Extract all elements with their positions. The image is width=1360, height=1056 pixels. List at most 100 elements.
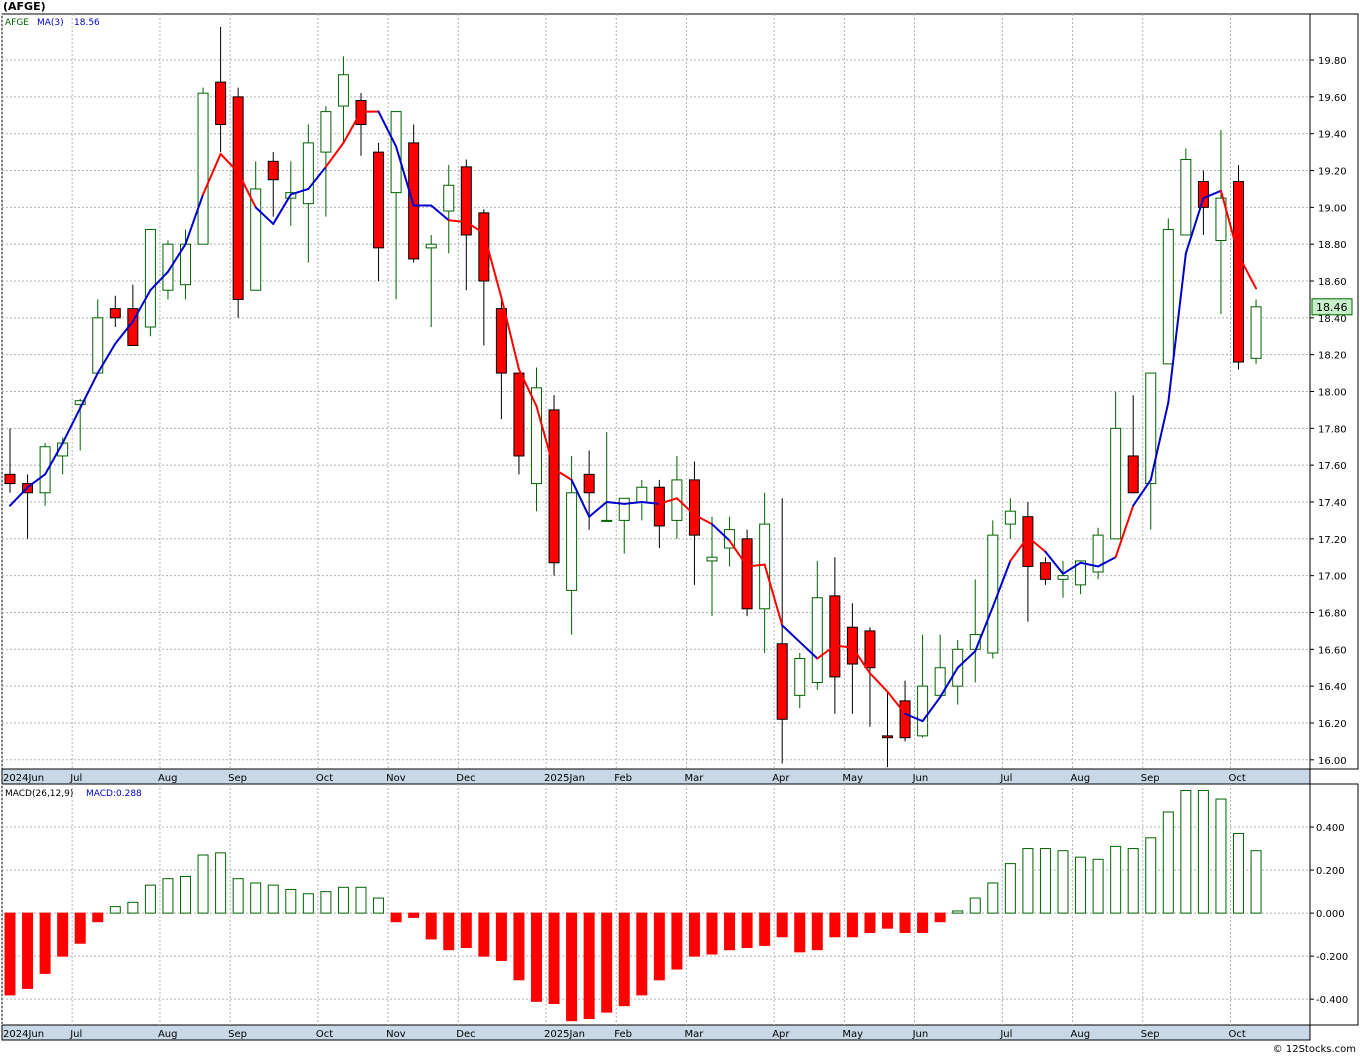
ma-line-segment: [26, 473, 47, 489]
ma-line-segment: [798, 640, 819, 660]
macd-bar-positive: [1022, 848, 1034, 914]
price-y-tick-label: 16.40: [1318, 682, 1347, 693]
macd-bar-positive: [1180, 789, 1192, 914]
credit-text: © 12Stocks.com: [1272, 1044, 1356, 1055]
macd-bar-positive: [1215, 798, 1227, 914]
candle-up: [92, 317, 104, 374]
candle-down: [653, 486, 665, 527]
price-x-axis-band: [1, 768, 1311, 785]
price-panel: 16.00 16.20 16.40 16.60 16.80 17.00 17.20 17.40…: [1, 13, 1359, 785]
price-y-tick-label: 19.20: [1318, 167, 1347, 178]
candle-down: [864, 630, 876, 669]
candle-down: [267, 160, 279, 181]
candle-down: [4, 473, 16, 485]
ma-line-segment: [570, 478, 591, 518]
candle-up: [337, 74, 349, 107]
ma-line-segment: [1219, 189, 1240, 257]
macd-x-tick-label: Aug: [1071, 1029, 1091, 1040]
macd-x-axis-band: [1, 1024, 1311, 1041]
macd-bar-negative: [794, 912, 806, 953]
candle-up: [724, 529, 736, 549]
macd-bar-negative: [934, 912, 946, 923]
macd-bar-positive: [1057, 850, 1069, 914]
price-y-tick-label: 17.20: [1318, 535, 1347, 546]
price-x-tick-label: Jul: [999, 773, 1012, 784]
ma-line-segment: [588, 500, 608, 518]
legend-symbol: AFGE: [5, 18, 29, 28]
ma-line-segment: [1149, 401, 1170, 481]
ma-line-segment: [149, 270, 169, 292]
macd-legend-label: MACD(26,12,9): [5, 789, 73, 799]
legend-ma-value: 18.56: [74, 18, 100, 28]
macd-x-tick-label: Jun: [912, 1029, 929, 1040]
macd-y-tick-label: -0.400: [1316, 995, 1348, 1006]
ma-line-segment: [816, 644, 836, 660]
ma-line-segment: [974, 605, 994, 653]
macd-bar-negative: [408, 912, 420, 918]
price-x-tick-label: Sep: [1141, 773, 1160, 784]
ma-line-segment: [254, 206, 275, 225]
macd-bar-negative: [776, 912, 788, 938]
ma-line-segment: [289, 187, 310, 196]
macd-bar-positive: [1162, 811, 1174, 914]
ma-line-segment: [746, 563, 766, 568]
macd-bar-positive: [355, 886, 367, 914]
ma-line-segment: [1237, 254, 1258, 290]
candle-up: [917, 685, 929, 737]
macd-bar-positive: [197, 854, 209, 914]
candle-up: [811, 597, 823, 683]
candle-up: [618, 497, 630, 521]
price-x-tick-label: Mar: [684, 773, 704, 784]
ma-line-segment: [1079, 561, 1100, 568]
macd-bar-negative: [39, 912, 51, 974]
candle-down: [513, 372, 525, 457]
macd-bar-negative: [425, 912, 437, 940]
macd-bar-negative: [653, 912, 665, 981]
ma-line-segment: [535, 405, 556, 470]
macd-x-tick-label: Sep: [228, 1029, 247, 1040]
macd-bar-positive: [320, 891, 332, 914]
price-y-tick-label: 18.80: [1318, 240, 1347, 251]
ma-line-segment: [1062, 561, 1082, 575]
ma-line-segment: [605, 500, 626, 505]
price-y-tick-label: 16.00: [1318, 756, 1347, 767]
price-y-axis: [1309, 13, 1359, 770]
ma-line-segment: [96, 342, 117, 375]
ma-line-segment: [307, 165, 327, 190]
ma-line-segment: [1184, 197, 1205, 255]
macd-bar-positive: [1110, 845, 1122, 914]
macd-bar-negative: [601, 912, 613, 1013]
candle-up: [1057, 575, 1069, 580]
macd-bar-negative: [759, 912, 771, 946]
candle-down: [1039, 562, 1051, 580]
candle-up: [1215, 197, 1227, 242]
macd-bar-positive: [1004, 863, 1016, 914]
ma-line-segment: [553, 467, 573, 481]
macd-bar-positive: [373, 897, 385, 914]
ma-line-segment: [500, 296, 520, 371]
ma-line-segment: [728, 539, 749, 568]
candle-up: [566, 492, 578, 591]
macd-x-tick-label: Nov: [386, 1029, 406, 1040]
macd-bar-positive: [1075, 856, 1087, 914]
macd-bar-negative: [443, 912, 455, 951]
macd-bar-negative: [22, 912, 34, 989]
candle-up: [302, 142, 314, 205]
ma-line-segment: [1044, 550, 1064, 575]
macd-bar-negative: [724, 912, 736, 951]
macd-bar-positive: [1092, 858, 1104, 914]
ma-line-segment: [991, 559, 1012, 608]
macd-y-tick-label: 0.200: [1316, 866, 1345, 877]
macd-bar-positive: [180, 876, 191, 914]
price-y-tick-label: 17.80: [1318, 424, 1347, 435]
price-x-tick-label: Sep: [228, 773, 247, 784]
ma-line-segment: [1202, 189, 1222, 200]
macd-bar-positive: [144, 884, 156, 914]
candle-down: [741, 538, 753, 610]
ma-line-segment: [430, 204, 450, 222]
macd-bar-negative: [478, 912, 490, 957]
macd-x-tick-label: Oct: [316, 1029, 333, 1040]
macd-legend-value: MACD:0.288: [86, 789, 142, 799]
candle-down: [899, 700, 911, 739]
